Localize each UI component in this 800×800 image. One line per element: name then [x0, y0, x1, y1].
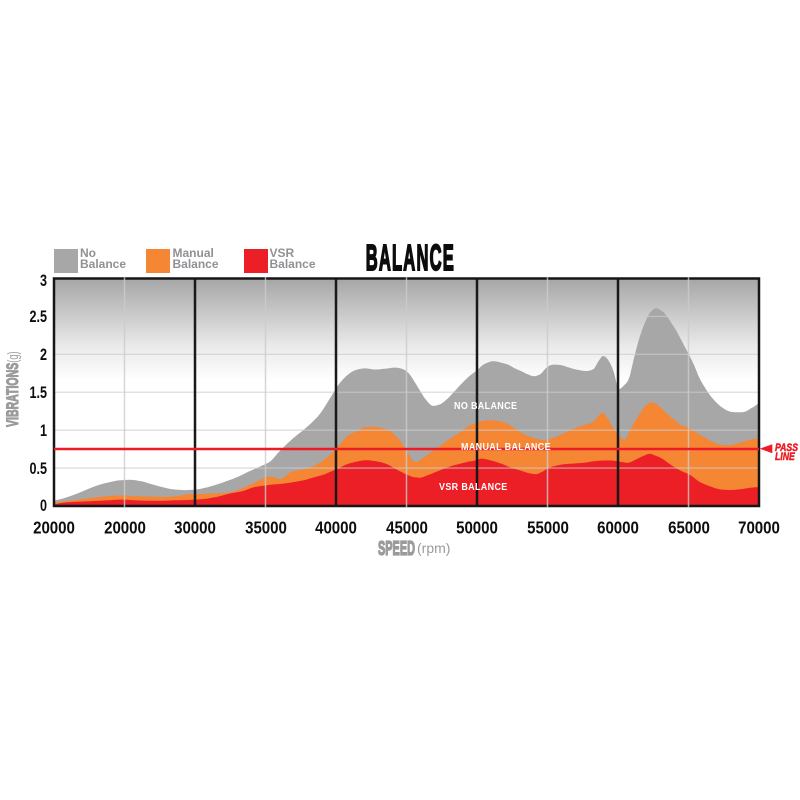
svg-text:SPEED: SPEED [378, 538, 415, 560]
svg-text:BALANCE: BALANCE [366, 238, 455, 278]
svg-text:(rpm): (rpm) [417, 540, 450, 556]
